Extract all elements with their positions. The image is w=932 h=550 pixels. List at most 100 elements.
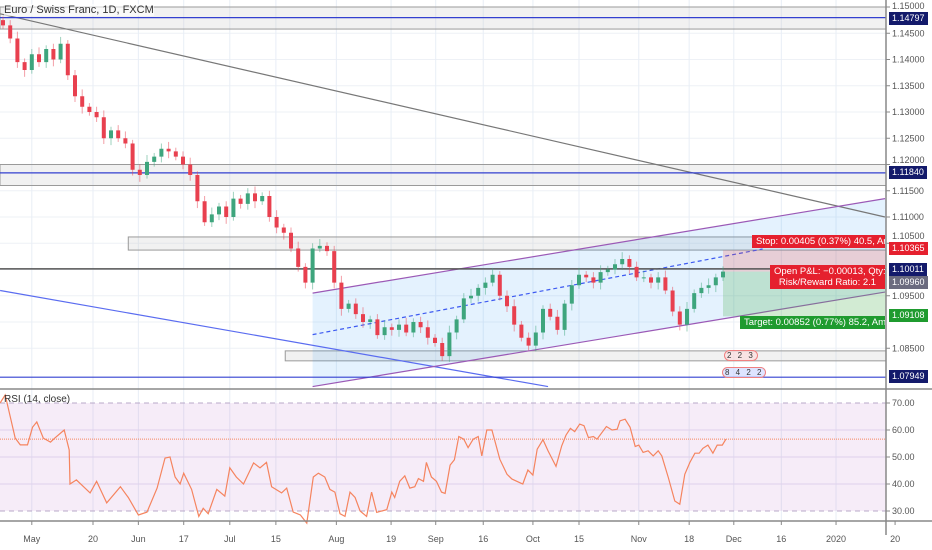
candle-body [44, 49, 49, 63]
open-pnl-label: Open P&L: −0.00013, Qty: 61728 Risk/Rewa… [770, 265, 885, 289]
candle-body [706, 285, 711, 288]
candle-body [519, 324, 524, 338]
candle-body [397, 324, 401, 330]
candle-body [692, 293, 697, 309]
candle-body [231, 198, 236, 217]
time-tick-label: 20 [890, 534, 900, 544]
time-tick-label: 19 [386, 534, 396, 544]
candle-body [116, 130, 121, 139]
candle-body [584, 274, 589, 278]
candle-body [389, 327, 394, 330]
candle-body [159, 148, 164, 157]
candle-body [346, 303, 351, 309]
candle-body [181, 156, 185, 165]
price-label-entry: 1.09960 [889, 276, 928, 289]
price-channel[interactable] [0, 13, 887, 388]
candle-body [699, 287, 704, 294]
candle-body [433, 337, 437, 343]
time-tick-label: Nov [631, 534, 648, 544]
price-tick-label: 1.11500 [892, 186, 924, 196]
rsi-tick-label: 70.00 [892, 398, 915, 408]
candle-body [605, 269, 610, 273]
candle-body [94, 112, 99, 118]
rsi-line [0, 393, 727, 525]
candlestick-series [1, 16, 725, 362]
rsi-pane [0, 393, 886, 525]
candle-body [418, 322, 423, 328]
candle-body [303, 266, 308, 283]
candle-body [202, 201, 207, 223]
candle-body [627, 259, 632, 267]
candle-body [332, 251, 337, 283]
channel-lower-line [312, 291, 886, 388]
stop-label: Stop: 0.00405 (0.37%) 40.5, Amount: [752, 235, 885, 248]
time-tick-label: Jun [131, 534, 146, 544]
price-tick-label: 1.14500 [892, 28, 925, 38]
time-tick-label: 17 [179, 534, 189, 544]
candle-body [51, 49, 56, 60]
candle-body [641, 277, 646, 279]
price-tick-label: 1.14000 [892, 55, 925, 65]
candle-body [101, 117, 106, 139]
event-marker-dividends[interactable]: 8 4 2 2 [722, 367, 767, 378]
time-tick-label: 16 [776, 534, 786, 544]
candle-body [238, 198, 243, 204]
risk-reward-text: Risk/Reward Ratio: 2.1 [778, 277, 877, 288]
candle-body [649, 277, 653, 283]
candle-body [137, 169, 142, 175]
candle-body [296, 248, 301, 267]
candle-body [65, 43, 70, 76]
candle-body [461, 298, 466, 320]
candle-body [425, 327, 430, 338]
candle-body [577, 274, 581, 286]
price-label-stop: 1.10365 [889, 242, 928, 255]
price-tick-label: 1.09500 [892, 291, 925, 301]
candle-body [325, 245, 329, 252]
candle-body [541, 308, 545, 333]
candle-body [505, 295, 509, 307]
candle-body [145, 161, 149, 175]
candle-body [109, 130, 113, 139]
time-tick-label: Dec [726, 534, 743, 544]
candle-body [569, 285, 574, 304]
candle-body [613, 264, 617, 270]
price-tick-label: 1.12000 [892, 155, 925, 165]
candle-body [152, 156, 157, 162]
price-tick-label: 1.08500 [892, 343, 925, 353]
candle-body [15, 38, 20, 63]
candle-body [253, 193, 257, 202]
rsi-band-fill [0, 403, 886, 511]
candle-body [317, 245, 322, 249]
time-tick-label: 2020 [826, 534, 846, 544]
price-tick-label: 1.10500 [892, 231, 925, 241]
event-marker-earnings[interactable]: 2 2 3 [724, 350, 758, 361]
time-tick-label: Oct [526, 534, 541, 544]
chart-title: Euro / Swiss Franc, 1D, FXCM [4, 4, 154, 16]
candle-body [634, 266, 639, 278]
time-tick-label: 20 [88, 534, 98, 544]
candle-body [368, 319, 373, 322]
candle-body [8, 25, 13, 39]
candle-body [22, 62, 27, 70]
price-label-1.11840: 1.11840 [889, 166, 927, 179]
channel-fill [312, 198, 887, 387]
candle-body [670, 290, 675, 312]
candle-body [37, 54, 41, 63]
candle-body [209, 214, 214, 223]
candle-body [339, 282, 344, 309]
candle-body [188, 164, 193, 175]
candle-body [29, 54, 34, 70]
candle-body [721, 271, 725, 278]
candle-body [656, 277, 661, 283]
candle-body [447, 332, 452, 357]
candle-body [130, 143, 135, 170]
price-tick-label: 1.13500 [892, 81, 925, 91]
open-pnl-text: Open P&L: −0.00013, Qty: 61728 [774, 266, 885, 277]
candle-body [281, 227, 286, 233]
candle-body [663, 277, 668, 291]
candle-body [497, 274, 502, 296]
price-tick-label: 1.13000 [892, 107, 925, 117]
candle-body [713, 277, 718, 286]
calendar-event-icon: 8 4 2 2 [722, 367, 767, 378]
